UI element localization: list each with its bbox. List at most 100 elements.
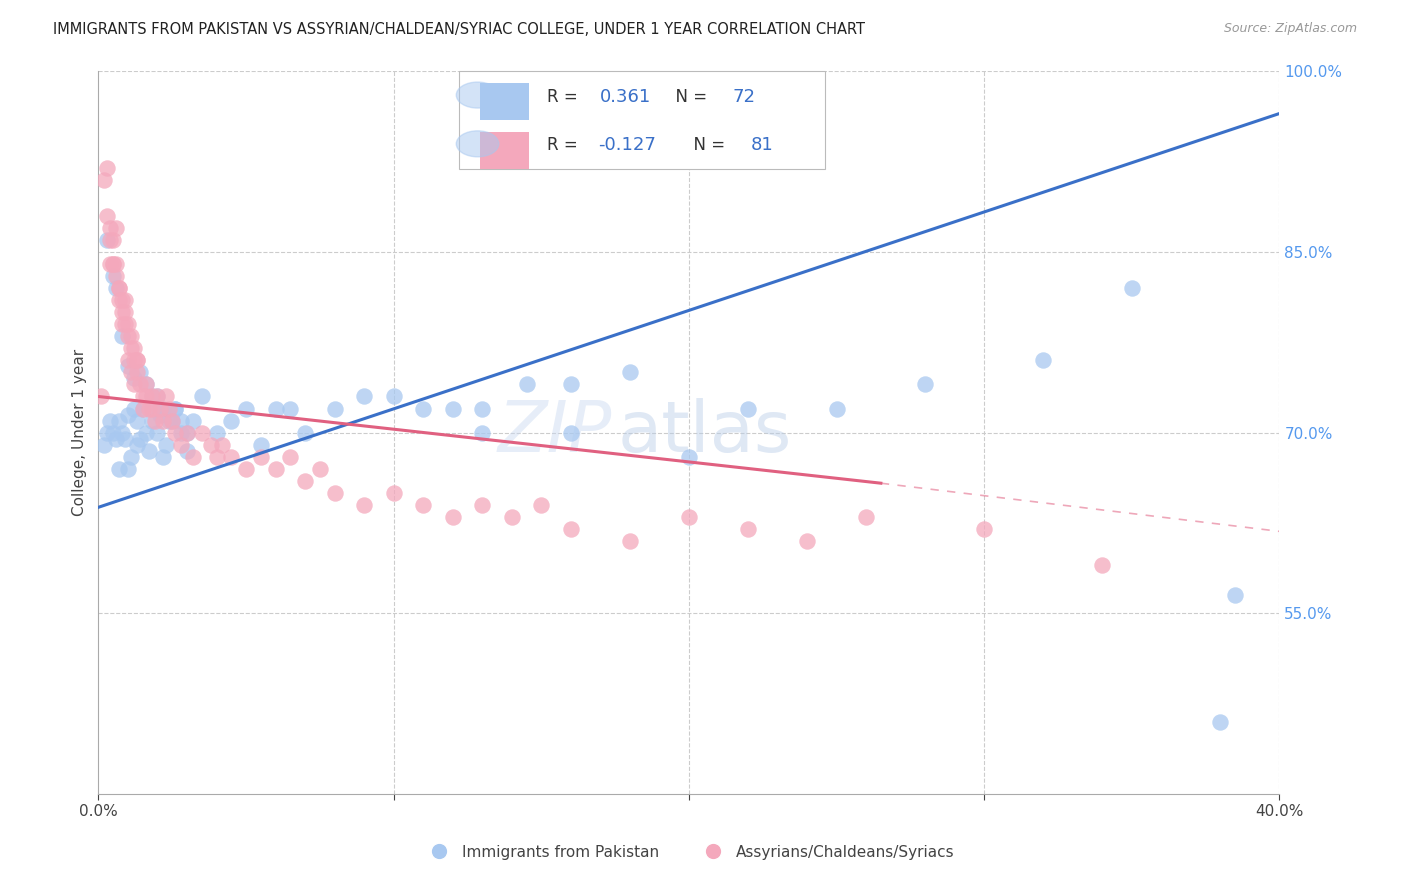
Point (114, 293, 136, 307)
Point (162, 414, 183, 428)
Text: 0.361: 0.361 (600, 87, 651, 105)
Point (323, 485, 346, 500)
Text: IMMIGRANTS FROM PAKISTAN VS ASSYRIAN/CHALDEAN/SYRIAC COLLEGE, UNDER 1 YEAR CORRE: IMMIGRANTS FROM PAKISTAN VS ASSYRIAN/CHA… (53, 22, 866, 37)
Point (250, 438, 273, 452)
Circle shape (457, 131, 499, 157)
Point (471, 425, 494, 440)
Point (530, 498, 553, 512)
Point (114, 305, 136, 319)
Point (141, 389, 163, 403)
Point (412, 401, 434, 416)
Point (96, 209, 118, 223)
Point (205, 425, 228, 440)
Point (165, 401, 187, 416)
Point (125, 353, 148, 368)
Text: R =: R = (547, 136, 583, 154)
Point (138, 443, 160, 458)
Point (120, 342, 142, 356)
Point (125, 353, 148, 368)
Point (117, 353, 139, 368)
Point (117, 408, 139, 422)
Point (93, 438, 115, 452)
Point (152, 414, 174, 428)
Point (221, 414, 243, 428)
Point (98, 414, 121, 428)
Point (152, 450, 174, 464)
Point (108, 414, 131, 428)
Point (141, 389, 163, 403)
Point (155, 438, 177, 452)
Text: atlas: atlas (619, 398, 793, 467)
Point (128, 377, 150, 392)
Point (678, 510, 700, 524)
Point (117, 359, 139, 374)
Point (117, 317, 139, 331)
Point (165, 401, 187, 416)
Point (149, 408, 172, 422)
Point (323, 401, 346, 416)
Point (176, 425, 198, 440)
Point (135, 377, 157, 392)
Point (122, 342, 145, 356)
Point (235, 401, 257, 416)
Point (103, 257, 125, 271)
Point (471, 401, 494, 416)
Point (619, 366, 641, 380)
Point (141, 414, 163, 428)
Point (441, 510, 464, 524)
Legend: Immigrants from Pakistan, Assyrians/Chaldeans/Syriacs: Immigrants from Pakistan, Assyrians/Chal… (418, 838, 960, 866)
Point (114, 317, 136, 331)
Point (98, 221, 121, 235)
Point (108, 462, 131, 476)
Text: N =: N = (683, 136, 730, 154)
Point (103, 233, 125, 247)
Text: Source: ZipAtlas.com: Source: ZipAtlas.com (1223, 22, 1357, 36)
Point (353, 498, 375, 512)
Point (157, 401, 180, 416)
Point (382, 485, 405, 500)
Point (441, 401, 464, 416)
Point (181, 414, 204, 428)
Point (170, 414, 193, 428)
Point (135, 377, 157, 392)
Point (90, 389, 112, 403)
Point (146, 389, 169, 403)
Point (103, 257, 125, 271)
Point (162, 414, 183, 428)
Point (105, 269, 128, 284)
Point (855, 510, 877, 524)
Point (191, 389, 214, 403)
Point (560, 377, 582, 392)
Point (141, 401, 163, 416)
Point (280, 401, 302, 416)
Text: 81: 81 (751, 136, 773, 154)
Point (120, 366, 142, 380)
Point (165, 425, 187, 440)
Point (138, 401, 160, 416)
Point (560, 522, 582, 536)
Point (221, 450, 243, 464)
Point (125, 438, 148, 452)
Point (280, 450, 302, 464)
Point (105, 257, 128, 271)
Point (796, 533, 818, 548)
Point (96, 233, 118, 247)
Bar (479, 83, 530, 120)
Point (132, 401, 155, 416)
Point (353, 389, 375, 403)
Point (105, 221, 128, 235)
Point (103, 425, 125, 440)
Point (122, 377, 145, 392)
Point (170, 425, 193, 440)
Point (103, 269, 125, 284)
Point (146, 425, 169, 440)
Point (1121, 281, 1143, 295)
Point (111, 317, 134, 331)
Circle shape (457, 82, 499, 108)
Point (108, 281, 131, 295)
Point (294, 474, 316, 488)
Point (105, 432, 128, 446)
Text: N =: N = (665, 87, 713, 105)
Point (143, 414, 166, 428)
Point (152, 401, 174, 416)
